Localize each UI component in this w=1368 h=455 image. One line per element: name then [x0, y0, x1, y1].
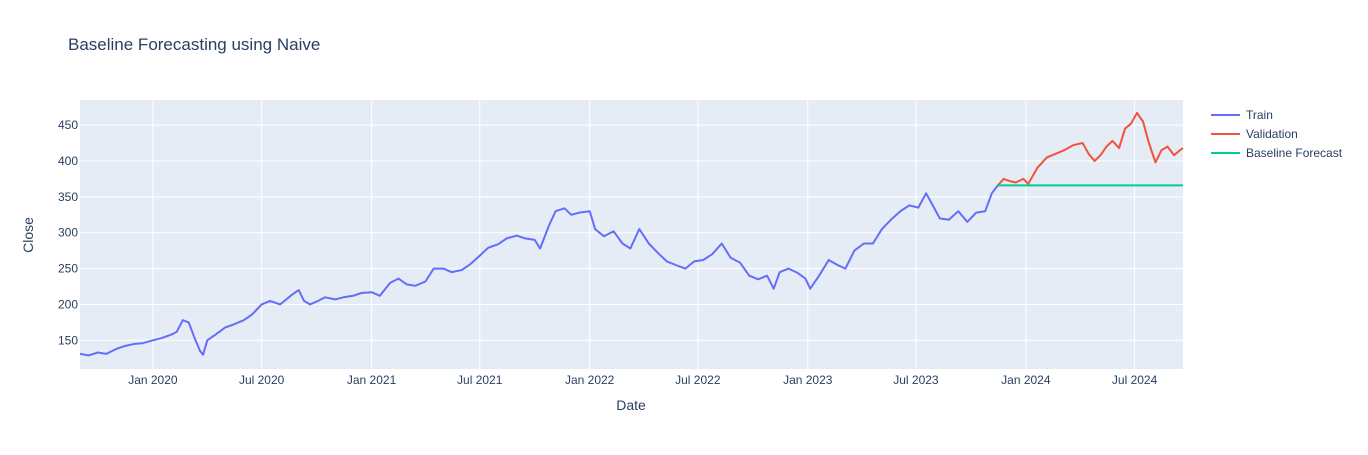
x-tick-label: Jul 2023 [893, 373, 939, 387]
x-axis-ticks: Jan 2020 Jul 2020 Jan 2021 Jul 2021 Jan 2022… [128, 373, 1157, 387]
y-tick-label: 450 [58, 118, 78, 132]
y-axis-label: Close [20, 217, 36, 253]
y-tick-label: 200 [58, 297, 78, 311]
series-line-train[interactable] [79, 184, 999, 357]
legend-label[interactable]: Baseline Forecast [1246, 146, 1343, 160]
x-tick-label: Jul 2021 [457, 373, 503, 387]
x-tick-label: Jan 2021 [347, 373, 397, 387]
x-tick-label: Jul 2024 [1112, 373, 1158, 387]
x-axis-label: Date [616, 397, 646, 413]
y-tick-label: 400 [58, 154, 78, 168]
plot-background [80, 100, 1183, 369]
x-tick-label: Jan 2023 [783, 373, 833, 387]
x-tick-label: Jul 2022 [675, 373, 721, 387]
series-line-validation[interactable] [997, 111, 1184, 187]
x-tick-label: Jan 2024 [1001, 373, 1051, 387]
x-tick-label: Jan 2020 [128, 373, 178, 387]
legend[interactable]: Train Validation Baseline Forecast [1211, 108, 1343, 160]
chart-title: Baseline Forecasting using Naive [68, 35, 320, 54]
y-axis-ticks: 150 200 250 300 350 400 450 [58, 118, 78, 347]
y-tick-label: 150 [58, 333, 78, 347]
grid-lines [80, 100, 1183, 369]
legend-label[interactable]: Train [1246, 108, 1273, 122]
x-tick-label: Jul 2020 [239, 373, 285, 387]
legend-label[interactable]: Validation [1246, 127, 1298, 141]
x-tick-label: Jan 2022 [565, 373, 615, 387]
y-tick-label: 250 [58, 262, 78, 276]
series-lines[interactable] [79, 111, 1184, 357]
y-tick-label: 350 [58, 190, 78, 204]
y-tick-label: 300 [58, 226, 78, 240]
